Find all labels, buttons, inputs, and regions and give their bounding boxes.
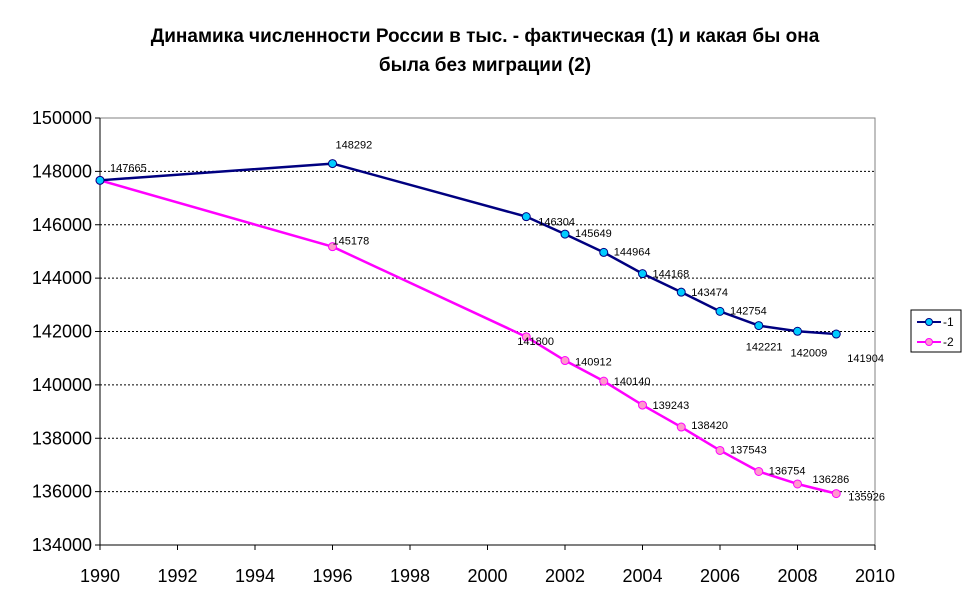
data-label: 142221 (746, 342, 783, 354)
y-tick-label: 140000 (32, 375, 92, 395)
data-label: 144168 (653, 269, 690, 281)
y-tick-label: 142000 (32, 322, 92, 342)
data-label: 148292 (336, 140, 373, 152)
data-label: 141800 (517, 336, 554, 348)
data-label: 146304 (538, 217, 575, 229)
series-1-point (521, 212, 531, 222)
data-label: 137543 (730, 444, 767, 456)
series-1-point (328, 159, 337, 169)
series-1-point (715, 306, 725, 316)
data-label: 142754 (730, 305, 767, 317)
legend-label-2: -2 (943, 335, 954, 349)
series-1-point (599, 247, 609, 257)
series-2-point (638, 400, 647, 410)
data-label: 140912 (575, 357, 612, 369)
data-label: 144964 (614, 246, 651, 258)
series-1-point (831, 329, 841, 339)
x-tick-label: 2008 (777, 566, 817, 586)
y-tick-label: 134000 (32, 535, 92, 555)
x-tick-label: 1992 (157, 566, 197, 586)
series-1-point (676, 287, 686, 297)
data-label: 142009 (791, 347, 828, 359)
legend: -1-2 (910, 309, 962, 353)
data-label: 136286 (813, 474, 850, 486)
data-labels: 145178 141800 1409121401401392431384201375… (110, 140, 885, 504)
y-tick-label: 136000 (32, 482, 92, 502)
series-1-point (560, 229, 570, 239)
x-tick-label: 2004 (622, 566, 662, 586)
data-label: 145649 (575, 228, 612, 240)
data-label: 143474 (691, 287, 728, 299)
data-label: 136754 (769, 466, 806, 478)
series-2-point (328, 242, 337, 252)
data-label: 145178 (333, 236, 370, 248)
y-tick-label: 138000 (32, 428, 92, 448)
data-label: 141904 (847, 353, 884, 365)
x-tick-label: 2000 (467, 566, 507, 586)
data-label: 138420 (691, 420, 728, 432)
series-2-point (793, 479, 802, 489)
chart-title-line2: была без миграции (2) (378, 55, 592, 76)
series-2-point (754, 467, 764, 477)
series-line-2 (99, 179, 837, 495)
x-tick-label: 1996 (312, 566, 352, 586)
x-tick-label: 2002 (545, 566, 585, 586)
grid-lines (100, 170, 875, 493)
series-group (95, 159, 841, 499)
data-label: 147665 (110, 162, 147, 174)
series-2-point (715, 445, 725, 455)
y-tick-label: 144000 (32, 268, 92, 288)
chart-title-line1: Динамика численности России в тыс. - фак… (150, 26, 820, 47)
legend-box (910, 309, 962, 353)
chart-title: Динамика численности России в тыс. - фак… (0, 22, 970, 80)
y-tick-label: 150000 (32, 108, 92, 128)
y-tick-label: 148000 (32, 161, 92, 181)
series-2-point (521, 332, 531, 342)
series-2-point (599, 376, 609, 386)
series-1-point (95, 175, 105, 185)
data-label: 139243 (653, 400, 690, 412)
series-1-point (638, 269, 647, 279)
data-label: 135926 (848, 492, 885, 504)
x-tick-label: 1990 (80, 566, 120, 586)
series-1-point (754, 321, 764, 331)
legend-label-1: -1 (943, 315, 954, 329)
legend-marker-1 (925, 318, 933, 326)
x-tick-label: 1998 (390, 566, 430, 586)
y-tick-label: 146000 (32, 215, 92, 235)
series-2-point (831, 489, 841, 499)
x-tick-label: 1994 (235, 566, 275, 586)
axes: 134000 136000 138000 140000 142000 144000 1460… (32, 108, 895, 586)
x-tick-label: 2010 (855, 566, 895, 586)
legend-marker-2 (925, 338, 933, 346)
data-label: 140140 (614, 376, 651, 388)
x-tick-label: 2006 (700, 566, 740, 586)
series-2-point (676, 422, 686, 432)
series-1-point (793, 326, 802, 336)
series-2-point (560, 356, 570, 366)
